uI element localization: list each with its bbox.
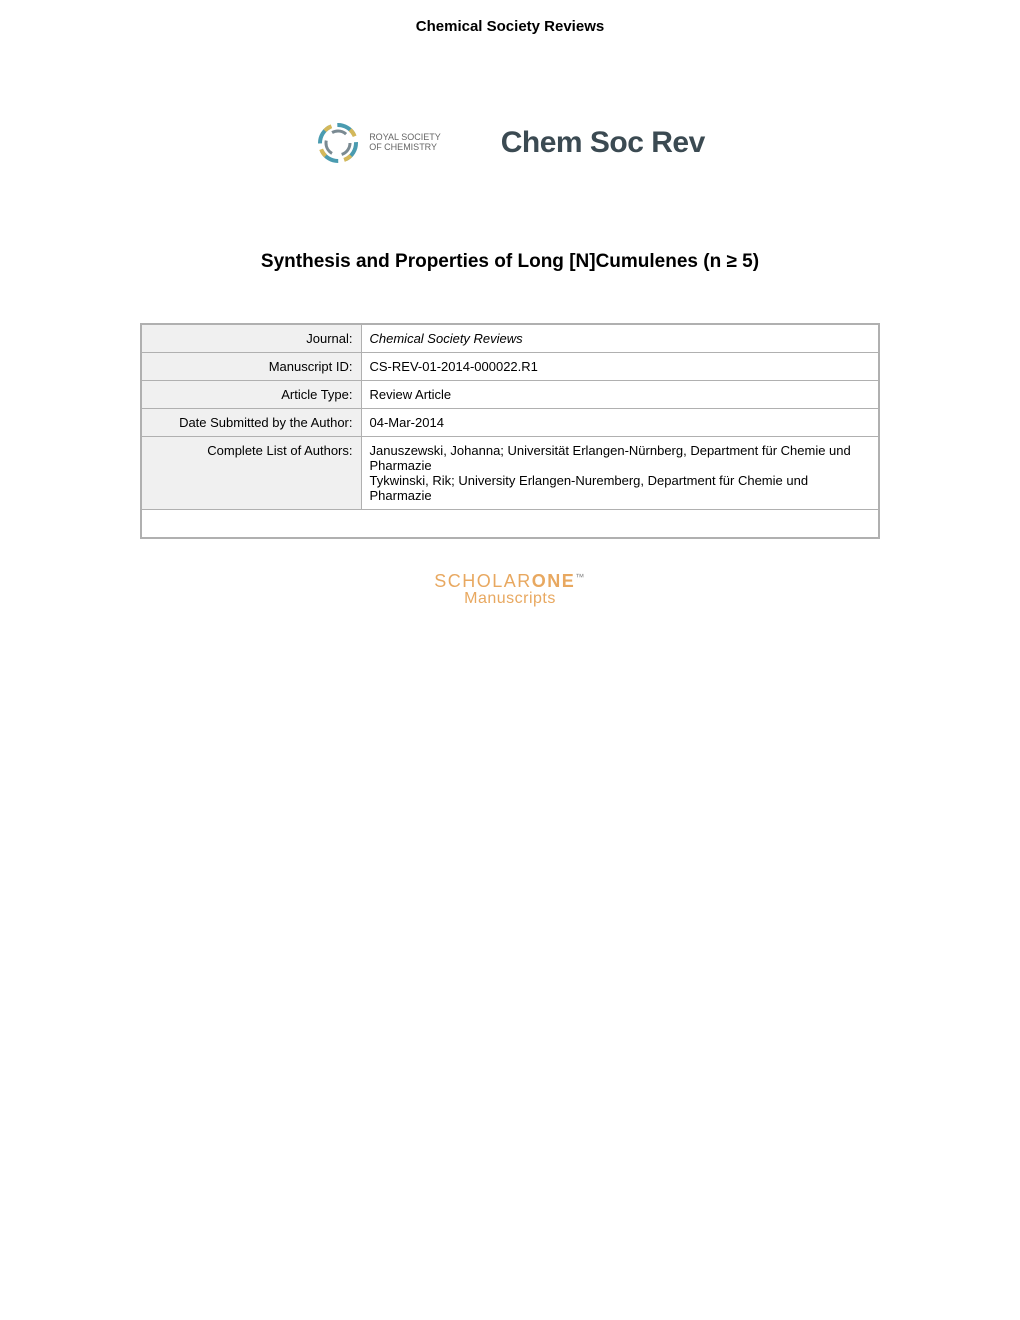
chemsocrev-logo: Chem Soc Rev: [501, 126, 705, 160]
scholarone-main: SCHOLARONE™: [0, 571, 1020, 592]
page-header-title: Chemical Society Reviews: [0, 0, 1020, 35]
table-row: Date Submitted by the Author:04-Mar-2014: [141, 409, 879, 437]
table-row: Manuscript ID:CS-REV-01-2014-000022.R1: [141, 353, 879, 381]
rsc-text-line2: OF CHEMISTRY: [369, 143, 441, 153]
article-title: Synthesis and Properties of Long [N]Cumu…: [0, 251, 1020, 273]
rsc-logo: ROYAL SOCIETY OF CHEMISTRY: [315, 120, 441, 166]
metadata-value: CS-REV-01-2014-000022.R1: [361, 353, 879, 381]
empty-cell: [141, 510, 879, 538]
metadata-value: Januszewski, Johanna; Universität Erlang…: [361, 437, 879, 510]
metadata-table: Journal:Chemical Society ReviewsManuscri…: [140, 323, 880, 539]
scholarone-prefix: SCHOLAR: [434, 571, 532, 591]
metadata-label: Article Type:: [141, 381, 361, 409]
metadata-label: Journal:: [141, 324, 361, 353]
table-row: Journal:Chemical Society Reviews: [141, 324, 879, 353]
table-empty-row: [141, 510, 879, 538]
scholarone-logo: SCHOLARONE™ Manuscripts: [0, 571, 1020, 608]
scholarone-suffix: ONE: [532, 571, 576, 591]
metadata-value: 04-Mar-2014: [361, 409, 879, 437]
metadata-label: Date Submitted by the Author:: [141, 409, 361, 437]
rsc-logo-text: ROYAL SOCIETY OF CHEMISTRY: [369, 133, 441, 153]
logo-section: ROYAL SOCIETY OF CHEMISTRY Chem Soc Rev: [0, 120, 1020, 166]
metadata-value: Chemical Society Reviews: [361, 324, 879, 353]
metadata-value: Review Article: [361, 381, 879, 409]
metadata-label: Manuscript ID:: [141, 353, 361, 381]
table-row: Article Type:Review Article: [141, 381, 879, 409]
metadata-label: Complete List of Authors:: [141, 437, 361, 510]
scholarone-tm: ™: [575, 572, 586, 582]
scholarone-sub: Manuscripts: [0, 590, 1020, 608]
rsc-logo-icon: [315, 120, 361, 166]
table-row: Complete List of Authors:Januszewski, Jo…: [141, 437, 879, 510]
